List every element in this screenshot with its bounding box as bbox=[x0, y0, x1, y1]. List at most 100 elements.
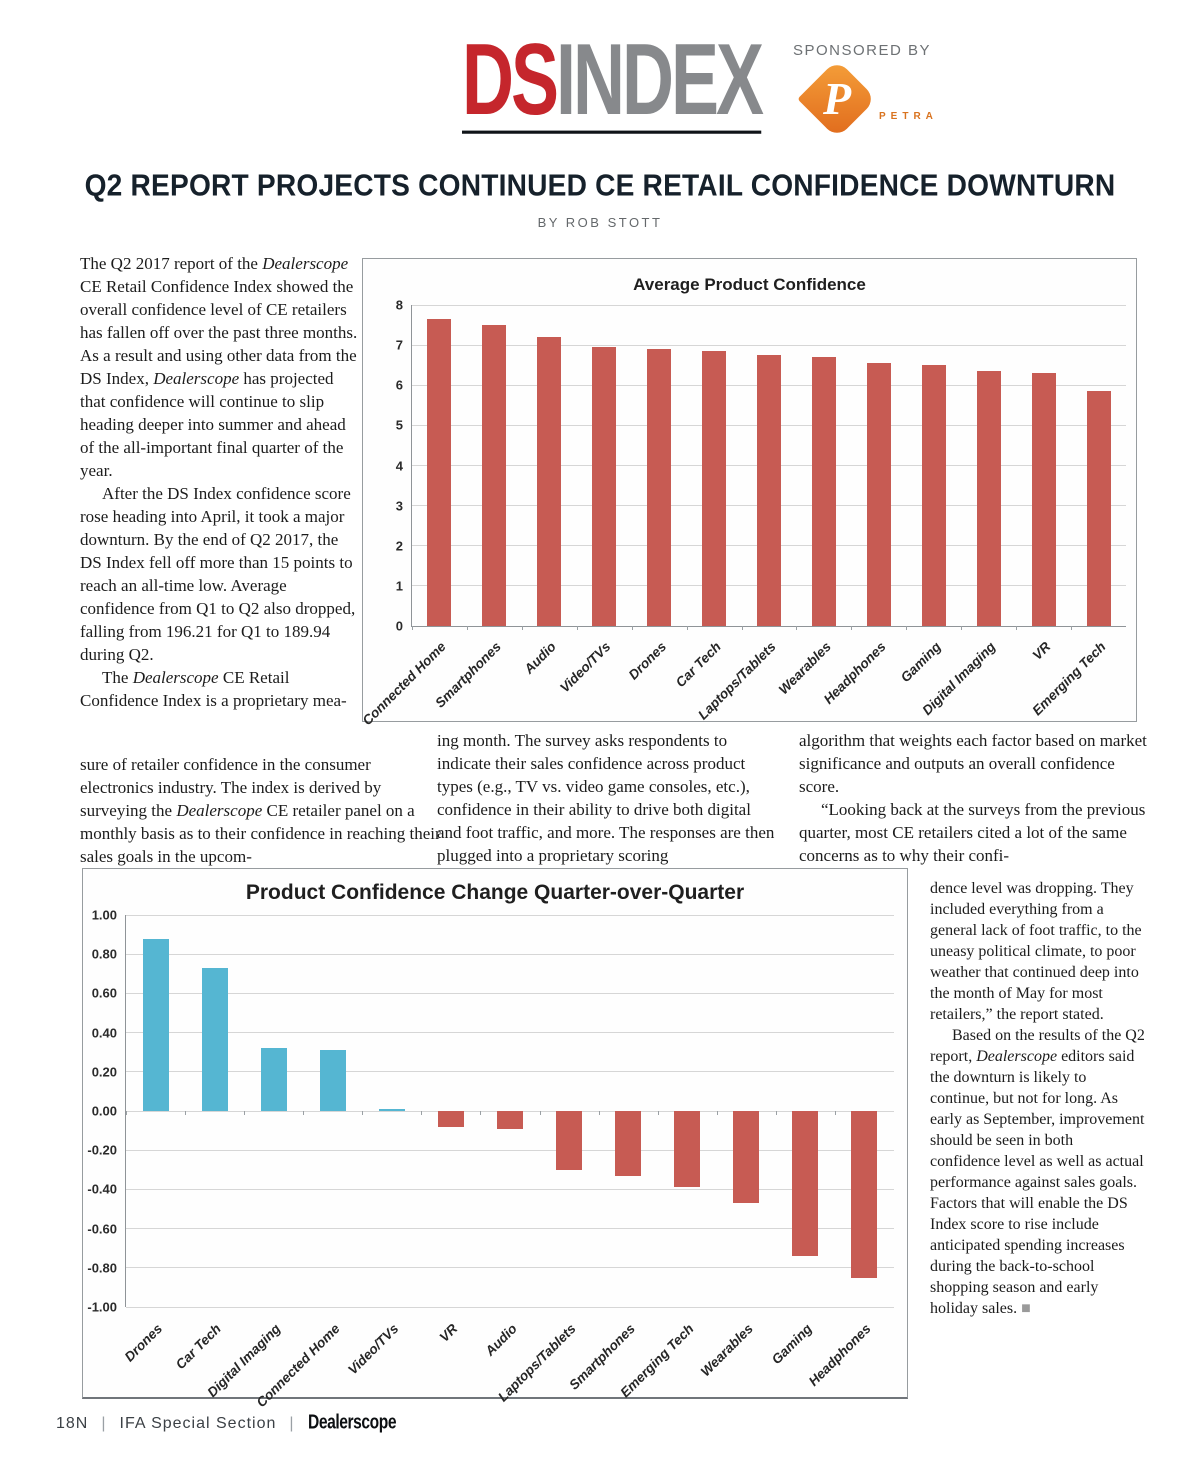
x-axis-label: Gaming bbox=[897, 639, 944, 686]
y-axis-tick-label: -0.20 bbox=[87, 1142, 117, 1158]
axis-tick bbox=[480, 1111, 482, 1115]
page-number: 18N bbox=[56, 1415, 89, 1432]
bar-Smartphones bbox=[615, 1111, 642, 1176]
axis-tick bbox=[1071, 626, 1073, 630]
byline: BY ROB STOTT bbox=[537, 215, 663, 230]
bar-VR bbox=[1031, 373, 1056, 626]
y-axis-tick-label: 1.00 bbox=[91, 907, 117, 923]
paragraph: sure of retailer confidence in the consu… bbox=[80, 755, 441, 866]
gridline bbox=[126, 1071, 894, 1073]
axis-tick bbox=[851, 626, 853, 630]
bar-Gaming bbox=[921, 365, 946, 626]
chart-title: Average Product Confidence bbox=[633, 275, 866, 294]
y-axis-tick-label: 8 bbox=[395, 297, 403, 313]
y-axis-tick-label: 6 bbox=[395, 377, 403, 393]
y-axis-tick-label: 2 bbox=[395, 538, 403, 554]
y-axis-tick-label: 0.40 bbox=[91, 1025, 117, 1041]
bar-Wearables bbox=[733, 1111, 760, 1204]
axis-tick bbox=[185, 1111, 187, 1115]
x-axis-label: Drones bbox=[625, 639, 669, 683]
gridline bbox=[126, 1149, 894, 1151]
petra-logo-icon: P bbox=[797, 59, 877, 139]
axis-tick bbox=[576, 626, 578, 630]
y-axis-tick-label: 4 bbox=[395, 458, 403, 473]
chart-confidence-change-qoq: Product Confidence Change Quarter-over-Q… bbox=[82, 868, 908, 1410]
bar-Emerging Tech bbox=[674, 1111, 701, 1188]
paragraph: Based on the results of the Q2 report, D… bbox=[930, 1027, 1145, 1317]
bar-Smartphones bbox=[482, 325, 507, 626]
x-axis-label: Video/TVs bbox=[557, 639, 614, 696]
x-axis-label: Headphones bbox=[806, 1321, 875, 1389]
bar-Video/TVs bbox=[378, 1109, 405, 1111]
axis-tick bbox=[686, 626, 688, 630]
y-axis-tick-label: 7 bbox=[395, 337, 403, 353]
gridline bbox=[412, 344, 1126, 346]
sponsored-by-label: SPONSORED BY bbox=[793, 42, 932, 59]
x-axis-label: Car Tech bbox=[672, 639, 724, 691]
axis-tick bbox=[961, 626, 963, 630]
petra-wordmark: PETRA bbox=[879, 111, 938, 122]
y-axis-tick-label: 5 bbox=[395, 417, 403, 433]
bar-Emerging Tech bbox=[1086, 391, 1111, 626]
axis-tick bbox=[796, 626, 798, 630]
chart-title: Product Confidence Change Quarter-over-Q… bbox=[245, 881, 745, 904]
x-axis-label: VR bbox=[436, 1321, 461, 1345]
x-axis-label: Audio bbox=[521, 639, 559, 677]
bar-Audio bbox=[497, 1111, 523, 1129]
bar-Headphones bbox=[851, 1111, 878, 1278]
x-axis-labels: Connected Home Smartphones Audio Video/TVs D… bbox=[360, 631, 1125, 728]
paragraph: The Dealerscope CE Retail Confidence Ind… bbox=[80, 668, 347, 710]
gridline bbox=[412, 304, 1126, 306]
bar-Audio bbox=[537, 337, 562, 626]
axis-tick bbox=[126, 1111, 127, 1115]
axis-tick bbox=[906, 626, 908, 630]
bar-Headphones bbox=[866, 363, 891, 626]
gridline bbox=[126, 1306, 894, 1308]
bar-Drones bbox=[647, 349, 672, 626]
bar-Digital Imaging bbox=[260, 1048, 287, 1111]
plot-area bbox=[411, 304, 1126, 630]
petra-logo: P PETRA bbox=[793, 59, 933, 149]
footer-brand: Dealerscope bbox=[307, 1411, 397, 1434]
y-axis-tick-label: -0.40 bbox=[87, 1181, 117, 1197]
axis-tick bbox=[631, 626, 633, 630]
ds-logo-text: DS bbox=[462, 23, 559, 136]
logo-underline bbox=[462, 130, 762, 135]
paragraph: dence level was dropping. They included … bbox=[930, 880, 1142, 1023]
y-axis-tick-label: 1 bbox=[395, 578, 403, 594]
gridline bbox=[126, 992, 894, 994]
bar-Car Tech bbox=[702, 351, 727, 626]
headline: Q2 REPORT PROJECTS CONTINUED CE RETAIL C… bbox=[84, 169, 1116, 203]
x-axis-label: Gaming bbox=[768, 1321, 815, 1368]
axis-tick bbox=[244, 1111, 246, 1115]
bar-Connected Home bbox=[319, 1050, 346, 1111]
axis-tick bbox=[466, 626, 468, 630]
axis-tick bbox=[362, 1111, 364, 1115]
paragraph: The Q2 2017 report of the Dealerscope CE… bbox=[80, 254, 358, 480]
x-axis-label: Car Tech bbox=[173, 1321, 225, 1373]
x-axis-label: Wearables bbox=[775, 639, 834, 698]
article-column-2: ing month. The survey asks respondents t… bbox=[437, 729, 779, 867]
index-logo-text: INDEX bbox=[556, 23, 764, 136]
axis-tick bbox=[303, 1111, 305, 1115]
gridline bbox=[126, 1188, 894, 1190]
axis-tick bbox=[775, 1111, 777, 1115]
x-axis-label: Wearables bbox=[697, 1321, 756, 1380]
bar-VR bbox=[437, 1111, 464, 1127]
gridline bbox=[126, 1267, 894, 1269]
y-axis: 0 1 2 3 4 5 6 7 8 bbox=[363, 298, 411, 634]
y-axis-tick-label: 0.00 bbox=[91, 1103, 117, 1119]
x-axis-label: Video/TVs bbox=[345, 1321, 402, 1378]
axis-tick bbox=[539, 1111, 541, 1115]
x-axis-labels: Drones Car Tech Digital Imaging Connected H… bbox=[122, 1313, 893, 1410]
paragraph: After the DS Index confidence score rose… bbox=[80, 484, 356, 664]
axis-tick bbox=[598, 1111, 600, 1115]
axis-tick bbox=[1016, 626, 1018, 630]
article-column-3-narrow: dence level was dropping. They included … bbox=[930, 878, 1146, 1319]
x-axis-label: Audio bbox=[481, 1321, 520, 1359]
axis-tick bbox=[716, 1111, 718, 1115]
paragraph: algorithm that weights each factor based… bbox=[799, 731, 1147, 796]
article-column-1-continued: sure of retailer confidence in the consu… bbox=[80, 753, 442, 868]
axis-tick bbox=[412, 626, 413, 630]
